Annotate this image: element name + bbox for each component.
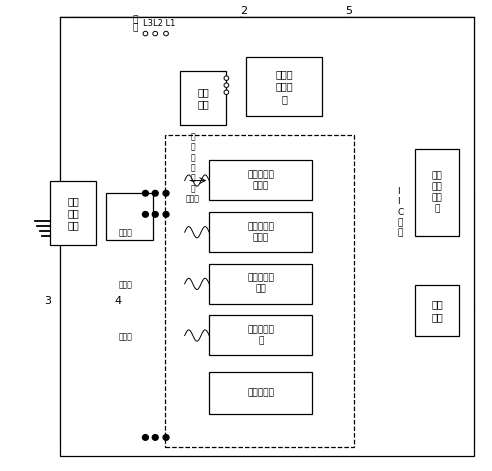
Bar [209, 160, 312, 200]
Circle shape [153, 211, 158, 217]
Text: 过电流传感
器模块: 过电流传感 器模块 [247, 171, 274, 190]
Text: 源: 源 [133, 23, 138, 32]
Text: 电: 电 [133, 15, 138, 24]
Text: 信号线: 信号线 [119, 332, 133, 341]
Circle shape [153, 31, 157, 36]
Text: 欠电压传感
器模块: 欠电压传感 器模块 [247, 222, 274, 242]
Bar [50, 181, 96, 245]
Circle shape [143, 31, 148, 36]
Bar [165, 135, 354, 447]
Bar [209, 264, 312, 304]
Text: 信号线: 信号线 [119, 228, 133, 238]
Text: 4: 4 [115, 296, 122, 306]
Circle shape [153, 190, 158, 196]
Text: 空传感器接: 空传感器接 [247, 388, 274, 398]
Text: 2: 2 [240, 6, 247, 16]
Text: 区域
物联
网网
关: 区域 物联 网网 关 [432, 171, 443, 213]
Circle shape [163, 190, 169, 196]
Bar [209, 212, 312, 252]
Bar [209, 315, 312, 355]
Circle shape [143, 190, 149, 196]
Circle shape [143, 435, 149, 440]
Bar [246, 57, 322, 116]
Bar [106, 193, 153, 240]
Bar [415, 285, 460, 336]
Text: 电源
模块: 电源 模块 [197, 87, 209, 109]
Bar [60, 17, 474, 456]
Text: 分励传感器
模块: 分励传感器 模块 [247, 274, 274, 294]
Circle shape [163, 211, 169, 217]
Circle shape [224, 83, 229, 88]
Text: 嵌入式
控制芯
片: 嵌入式 控制芯 片 [275, 69, 293, 104]
Text: 热传感器模
块: 热传感器模 块 [247, 325, 274, 345]
Text: 5: 5 [345, 6, 353, 16]
Bar [415, 149, 460, 236]
Circle shape [224, 76, 229, 81]
Text: I
I
C
总
线: I I C 总 线 [397, 187, 403, 237]
Circle shape [153, 435, 158, 440]
Text: 传
感
器
电
源
线
信号线: 传 感 器 电 源 线 信号线 [186, 132, 200, 203]
Circle shape [163, 435, 169, 440]
Bar [209, 372, 312, 414]
Text: 3: 3 [44, 296, 51, 306]
Circle shape [143, 211, 149, 217]
Text: 电磁
操纵
机构: 电磁 操纵 机构 [67, 196, 79, 231]
Bar [180, 71, 226, 125]
Circle shape [224, 90, 229, 95]
Circle shape [164, 31, 168, 36]
Text: L3L2 L1: L3L2 L1 [143, 19, 175, 28]
Text: 信号线: 信号线 [119, 280, 133, 289]
Text: 控制
中心: 控制 中心 [431, 300, 443, 322]
